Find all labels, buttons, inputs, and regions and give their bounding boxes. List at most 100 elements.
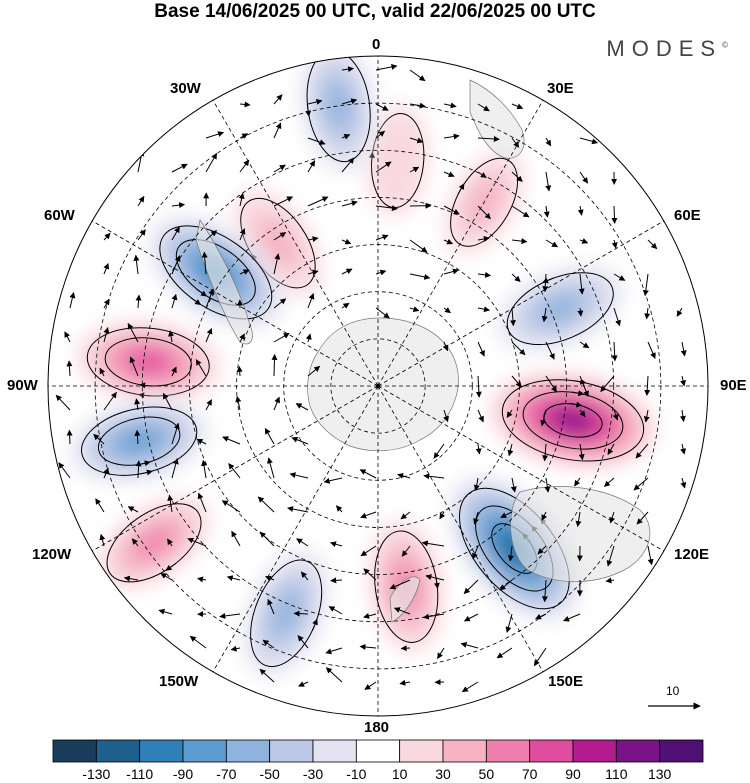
wind-arrow [239, 228, 246, 241]
wind-arrow [477, 271, 492, 278]
wind-arrow [545, 239, 559, 248]
wind-arrow [273, 232, 287, 241]
wind-arrow [297, 635, 309, 649]
wind-arrow [511, 171, 523, 182]
wind-arrow [443, 133, 460, 140]
anomaly-cell [301, 56, 376, 172]
wind-arrow [606, 545, 615, 567]
wind-arrow [205, 131, 225, 139]
wind-arrow [95, 498, 105, 513]
wind-arrow [205, 288, 214, 309]
wind-arrow [463, 579, 479, 595]
wind-arrow [439, 511, 446, 520]
wind-arrow [421, 540, 445, 547]
wind-arrow [222, 436, 241, 445]
anomaly-cell [76, 321, 220, 402]
colorbar-tick-label: 90 [565, 766, 581, 782]
wind-arrow [259, 531, 275, 547]
wind-arrow [298, 681, 309, 687]
wind-arrow [544, 477, 551, 493]
wind-arrow [511, 273, 521, 282]
wind-arrow [273, 253, 281, 275]
wind-arrow [307, 160, 316, 173]
wind-arrow [423, 473, 445, 480]
colorbar-swatch [52, 739, 97, 763]
wind-arrow [545, 341, 555, 360]
wind-arrow [329, 541, 343, 548]
wind-arrow [307, 98, 323, 105]
wind-arrow [235, 395, 242, 411]
wind-arrow [171, 163, 188, 173]
wind-arrow [360, 511, 377, 519]
wind-arrow [563, 613, 581, 622]
wind-arrow [443, 307, 451, 314]
wind-arrow [267, 598, 275, 615]
colorbar-swatch [485, 739, 531, 763]
wind-arrow [409, 239, 428, 253]
wind-arrow [399, 679, 411, 686]
wind-arrow [443, 102, 457, 109]
wind-arrow [477, 103, 490, 112]
wind-arrow [66, 429, 73, 445]
lon-label-150w: 150W [159, 673, 199, 690]
wind-vectors [55, 63, 687, 693]
wind-arrow [265, 575, 275, 582]
wind-arrow [507, 443, 514, 457]
colorbar-swatch [399, 739, 444, 763]
wind-arrow [633, 477, 649, 491]
wind-arrow [221, 500, 241, 513]
wind-arrow [477, 409, 484, 423]
wind-arrow [239, 101, 251, 108]
wind-arrow [579, 341, 590, 349]
wind-arrow [134, 398, 141, 411]
wind-arrow [267, 457, 275, 479]
wind-arrow [579, 409, 586, 418]
map-border [47, 55, 709, 717]
wind-arrow [160, 572, 173, 581]
wind-arrow [293, 610, 309, 617]
lon-label-150e: 150E [548, 673, 584, 690]
contour-lines [81, 406, 198, 476]
latitude-circle [189, 197, 567, 575]
contour-lines [305, 56, 371, 163]
lon-label-60e: 60E [674, 207, 701, 224]
wind-arrow [477, 341, 485, 357]
wind-arrow [540, 409, 547, 427]
wind-arrow [375, 63, 398, 71]
colorbar-tick-label: 30 [435, 766, 451, 782]
wind-arrow [205, 327, 213, 343]
latitude-circle [330, 338, 426, 434]
wind-arrow [511, 341, 526, 356]
wind-arrow [196, 438, 207, 445]
wind-arrow [545, 137, 552, 147]
colorbar-tick-label: -110 [126, 766, 154, 782]
wind-arrow [307, 365, 321, 377]
wind-arrow [506, 409, 513, 418]
wind-arrow [239, 269, 250, 275]
wind-arrow [375, 130, 386, 139]
wind-arrow [307, 236, 319, 243]
lon-label-30e: 30E [547, 80, 574, 97]
wind-arrow [375, 205, 398, 212]
pole-dot [376, 384, 380, 388]
wind-arrow [643, 409, 650, 423]
wind-arrow [612, 409, 619, 421]
wind-arrow [231, 530, 241, 547]
colorbar-swatch [95, 739, 141, 763]
contour-lines [501, 378, 645, 462]
wind-arrow [375, 161, 392, 173]
wind-arrow [273, 332, 290, 343]
colorbar-swatch [572, 739, 617, 763]
wind-arrow [647, 341, 656, 359]
wind-arrow [325, 647, 343, 655]
wind-arrow [295, 403, 309, 411]
wind-arrow [197, 576, 207, 583]
wind-arrow [477, 205, 491, 220]
wind-arrow [545, 375, 558, 393]
wind-arrow [328, 606, 343, 615]
wind-arrow [103, 298, 110, 309]
wind-arrow [496, 647, 513, 659]
wind-arrow [171, 366, 177, 377]
wind-arrow [64, 331, 71, 343]
wind-arrow [168, 330, 174, 343]
